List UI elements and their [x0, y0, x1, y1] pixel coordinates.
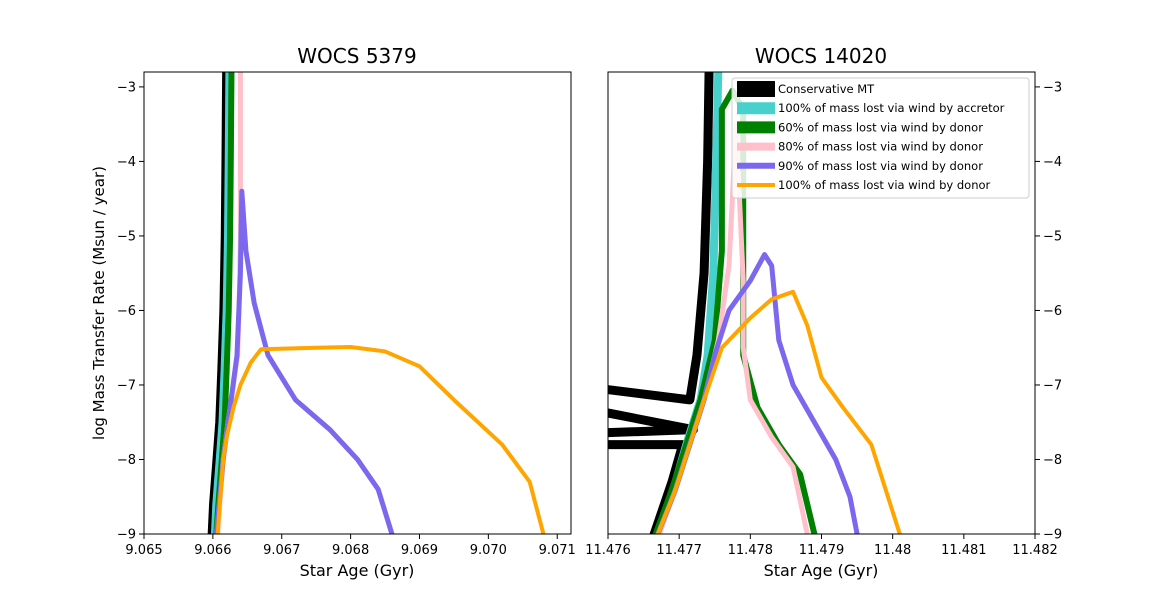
series-group-left: [207, 72, 546, 534]
legend-box: [731, 77, 1030, 199]
series-line-6: [215, 344, 546, 534]
y-ticks-right: −3 −4 −5 −6 −7 −8 −9: [1035, 80, 1062, 543]
x-ticks-right: 11.476 11.477 11.478 11.479 11.48 11.481 11.48…: [585, 534, 1058, 558]
x-tick-label: 9.071: [539, 543, 576, 558]
x-tick-label: 11.481: [941, 543, 987, 558]
x-tick-label: 11.478: [728, 543, 774, 558]
legend-label: 100% of mass lost via wind by accretor: [778, 101, 1005, 115]
x-ticks-left: 9.065 9.066 9.067 9.068 9.069 9.070 9.071: [125, 534, 576, 558]
x-tick-label: 9.066: [194, 543, 231, 558]
y-tick-label: −7: [1043, 378, 1062, 393]
plot-area-left: [144, 72, 571, 534]
series-group-right: [608, 72, 902, 534]
chart-title-right: WOCS 14020: [755, 44, 887, 68]
x-tick-label: 11.48: [874, 543, 911, 558]
series-line-6: [655, 289, 902, 534]
y-tick-label: −6: [117, 304, 136, 319]
legend-label: Conservative MT: [778, 82, 875, 96]
y-tick-label: −5: [117, 229, 136, 244]
chart-title-left: WOCS 5379: [297, 44, 416, 68]
x-tick-label: 11.477: [656, 543, 702, 558]
axes-frame-left: [143, 71, 572, 535]
legend-label: 100% of mass lost via wind by donor: [778, 178, 991, 192]
x-tick-label: 9.070: [470, 543, 507, 558]
chart-left: 9.065 9.066 9.067 9.068 9.069 9.070 9.071 −3 −4…: [90, 44, 576, 580]
x-tick-label: 9.065: [125, 543, 162, 558]
x-tick-label: 11.482: [1012, 543, 1058, 558]
y-tick-label: −4: [117, 155, 136, 170]
y-tick-label: −5: [1043, 229, 1062, 244]
y-tick-label: −9: [1043, 528, 1062, 543]
y-axis-label-left: log Mass Transfer Rate (Msun / year): [90, 166, 108, 440]
y-tick-label: −6: [1043, 304, 1062, 319]
x-tick-label: 9.069: [401, 543, 438, 558]
x-tick-label: 11.476: [585, 543, 631, 558]
x-axis-label-left: Star Age (Gyr): [300, 561, 415, 580]
y-tick-label: −4: [1043, 155, 1062, 170]
x-axis-label-right: Star Age (Gyr): [764, 561, 879, 580]
y-tick-label: −3: [1043, 80, 1062, 95]
x-tick-label: 9.067: [263, 543, 300, 558]
y-tick-label: −7: [117, 378, 136, 393]
x-tick-label: 11.479: [799, 543, 845, 558]
legend: Conservative MT 100% of mass lost via win…: [731, 77, 1030, 199]
x-tick-label: 9.068: [332, 543, 369, 558]
y-tick-label: −3: [117, 80, 136, 95]
y-ticks-left: −3 −4 −5 −6 −7 −8 −9: [117, 80, 144, 543]
y-tick-label: −9: [117, 528, 136, 543]
legend-label: 90% of mass lost via wind by donor: [778, 159, 983, 173]
y-tick-label: −8: [117, 453, 136, 468]
legend-label: 60% of mass lost via wind by donor: [778, 120, 983, 134]
y-tick-label: −8: [1043, 453, 1062, 468]
legend-label: 80% of mass lost via wind by donor: [778, 140, 983, 154]
